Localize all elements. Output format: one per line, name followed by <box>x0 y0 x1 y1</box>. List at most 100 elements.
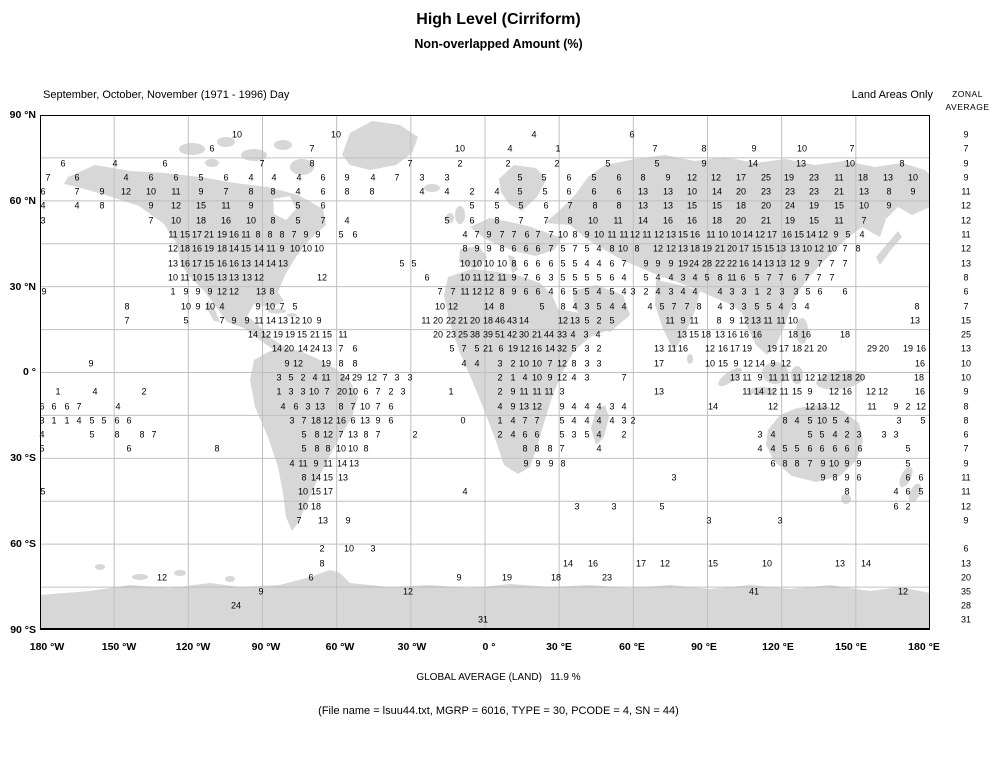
grid-value: 17 <box>778 343 790 354</box>
grid-value: 7 <box>450 286 456 297</box>
grid-value: 4 <box>296 172 302 183</box>
grid-value: 13 <box>677 243 689 254</box>
grid-value: 7 <box>301 415 307 426</box>
grid-value: 8 <box>314 429 320 440</box>
grid-value: 10 <box>801 243 813 254</box>
grid-value: 10 <box>730 229 742 240</box>
grid-value: 12 <box>789 258 801 269</box>
grid-value: 2 <box>141 386 147 397</box>
grid-value: 12 <box>816 372 828 383</box>
grid-value: 19 <box>203 243 215 254</box>
grid-value: 11 <box>706 229 716 240</box>
grid-value: 4 <box>596 258 602 269</box>
grid-value: 13 <box>277 315 289 326</box>
grid-value: 13 <box>882 172 894 183</box>
grid-value: 4 <box>680 286 686 297</box>
grid-value: 5 <box>832 415 838 426</box>
grid-value: 11 <box>779 386 789 397</box>
grid-value: 19 <box>216 229 228 240</box>
grid-value: 22 <box>714 258 726 269</box>
lon-label: 180 °E <box>908 641 940 653</box>
grid-value: 17 <box>191 258 203 269</box>
grid-value: 6 <box>534 429 540 440</box>
zonal-value: 6 <box>963 286 969 297</box>
grid-value: 10 <box>907 172 919 183</box>
grid-value: 24 <box>688 258 700 269</box>
grid-value: 19 <box>741 343 753 354</box>
grid-value: 5 <box>89 415 95 426</box>
grid-value: 10 <box>844 158 856 169</box>
grid-value: 33 <box>556 329 568 340</box>
grid-value: 3 <box>611 501 617 512</box>
grid-value: 12 <box>897 586 909 597</box>
lon-label: 30 °E <box>546 641 572 653</box>
grid-value: 6 <box>548 258 554 269</box>
grid-value: 16 <box>689 229 701 240</box>
grid-value: 13 <box>909 315 921 326</box>
grid-value: 9 <box>833 229 839 240</box>
grid-value: 3 <box>300 386 306 397</box>
lat-label: 90 °S <box>10 624 36 636</box>
grid-value: 17 <box>322 486 334 497</box>
grid-value: 4 <box>444 186 450 197</box>
grid-value: 6 <box>60 158 66 169</box>
grid-value: 22 <box>726 258 738 269</box>
zonal-value: 28 <box>960 600 972 611</box>
grid-value: 6 <box>535 272 541 283</box>
grid-value: 4 <box>596 401 602 412</box>
grid-value: 10 <box>826 243 838 254</box>
map-values-layer: 10 10 4 6 6 7 10 4 1 7 8 9 10 7 6 4 6 7 8 7 2 2 2 5 5 9 14 13 10 8 7 6 4… <box>39 115 930 630</box>
grid-value: 16 <box>751 329 763 340</box>
grid-value: 10 <box>347 443 359 454</box>
grid-value: 1 <box>448 386 454 397</box>
grid-value: 8 <box>609 243 615 254</box>
grid-value: 10 <box>170 215 182 226</box>
grid-value: 4 <box>859 229 865 240</box>
grid-value: 13 <box>228 272 240 283</box>
grid-value: 4 <box>510 429 516 440</box>
grid-value: 4 <box>596 243 602 254</box>
grid-value: 15 <box>808 215 820 226</box>
grid-value: 10 <box>180 301 192 312</box>
grid-value: 12 <box>228 286 240 297</box>
grid-value: 9 <box>807 386 813 397</box>
grid-value: 7 <box>151 429 157 440</box>
grid-value: 5 <box>596 301 602 312</box>
grid-value: 4 <box>584 415 590 426</box>
grid-value: 5 <box>584 286 590 297</box>
grid-value: 6 <box>905 486 911 497</box>
grid-value: 5 <box>444 215 450 226</box>
grid-value: 4 <box>647 301 653 312</box>
grid-value: 2 <box>412 429 418 440</box>
grid-value: 16 <box>915 343 927 354</box>
grid-value: 12 <box>754 229 766 240</box>
grid-value: 22 <box>445 315 457 326</box>
grid-value: 11 <box>171 186 181 197</box>
grid-value: 8 <box>494 215 500 226</box>
grid-value: 21 <box>309 329 321 340</box>
grid-value: 8 <box>855 243 861 254</box>
grid-value: 3 <box>288 386 294 397</box>
grid-value: 20 <box>854 372 866 383</box>
grid-value: 23 <box>760 186 772 197</box>
grid-value: 3 <box>583 329 589 340</box>
grid-value: 7 <box>474 229 480 240</box>
grid-value: 7 <box>407 158 413 169</box>
grid-value: 3 <box>305 401 311 412</box>
grid-value: 3 <box>630 286 636 297</box>
grid-value: 3 <box>444 172 450 183</box>
grid-value: 12 <box>483 286 495 297</box>
grid-value: 51 <box>494 329 506 340</box>
grid-value: 23 <box>445 329 457 340</box>
grid-value: 4 <box>655 286 661 297</box>
grid-value: 5 <box>905 458 911 469</box>
grid-value: 7 <box>548 243 554 254</box>
zonal-value: 13 <box>960 343 972 354</box>
grid-value: 15 <box>717 358 729 369</box>
lat-label: 90 °N <box>9 109 36 121</box>
grid-value: 13 <box>348 458 360 469</box>
grid-value: 19 <box>766 343 778 354</box>
grid-value: 8 <box>511 258 517 269</box>
grid-value: 4 <box>609 415 615 426</box>
zonal-value: 15 <box>960 315 972 326</box>
